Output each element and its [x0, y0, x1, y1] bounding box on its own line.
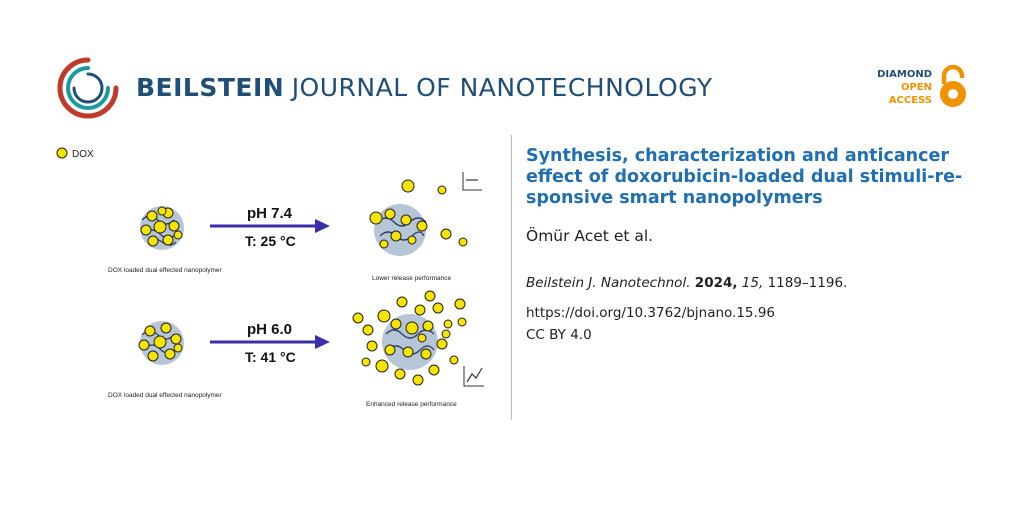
- license-label: CC BY 4.0: [526, 327, 592, 343]
- doi-link[interactable]: https://doi.org/10.3762/bjnano.15.96: [526, 305, 775, 321]
- article-authors: Ömür Acet et al.: [526, 227, 654, 245]
- citation-volume: 15,: [741, 275, 764, 291]
- low-release-graph-icon: [462, 172, 482, 191]
- top-left-caption: DOX loaded dual effected nanopolymer: [108, 267, 223, 274]
- bottom-right-caption: Enhanced release performance: [366, 401, 457, 408]
- bottom-loaded-nanopolymer: [138, 321, 184, 365]
- top-right-caption: Lower release performance: [372, 275, 452, 282]
- journal-title: BEILSTEIN JOURNAL OF NANOTECHNOLOGY: [136, 73, 713, 103]
- top-release-nanopolymer: [369, 179, 468, 256]
- journal-title-bold: BEILSTEIN: [136, 73, 285, 102]
- bottom-left-caption: DOX loaded dual effected nanopolymer: [108, 392, 223, 399]
- top-temp-label: T: 25 °C: [245, 233, 296, 249]
- article-title[interactable]: Synthesis, characterization and anticanc…: [526, 146, 963, 208]
- column-divider: [511, 135, 512, 420]
- top-ph-label: pH 7.4: [247, 205, 293, 222]
- citation: Beilstein J. Nanotechnol. 2024, 15, 1189…: [526, 275, 847, 291]
- graphical-abstract: DOX pH 7.4 T: 25 °C DOX loaded dual effe…: [56, 147, 484, 408]
- oa-line-diamond: DIAMOND: [877, 69, 932, 80]
- top-loaded-nanopolymer: [140, 206, 184, 250]
- open-lock-icon: [940, 64, 966, 107]
- oa-line-open: OPEN: [900, 82, 932, 93]
- citation-journal: Beilstein J. Nanotechnol.: [526, 275, 691, 291]
- high-release-graph-icon: [463, 366, 484, 387]
- citation-year: 2024,: [694, 275, 738, 291]
- journal-title-rest: JOURNAL OF NANOTECHNOLOGY: [291, 73, 713, 102]
- legend-dox-label: DOX: [72, 149, 94, 160]
- journal-logo-icon: [57, 57, 119, 119]
- bottom-ph-label: pH 6.0: [247, 321, 292, 338]
- citation-pages: 1189–1196.: [767, 275, 848, 291]
- legend-dox-dot: [56, 147, 68, 159]
- bottom-temp-label: T: 41 °C: [245, 349, 296, 365]
- bottom-release-nanopolymer: [352, 290, 467, 386]
- oa-line-access: ACCESS: [888, 95, 932, 106]
